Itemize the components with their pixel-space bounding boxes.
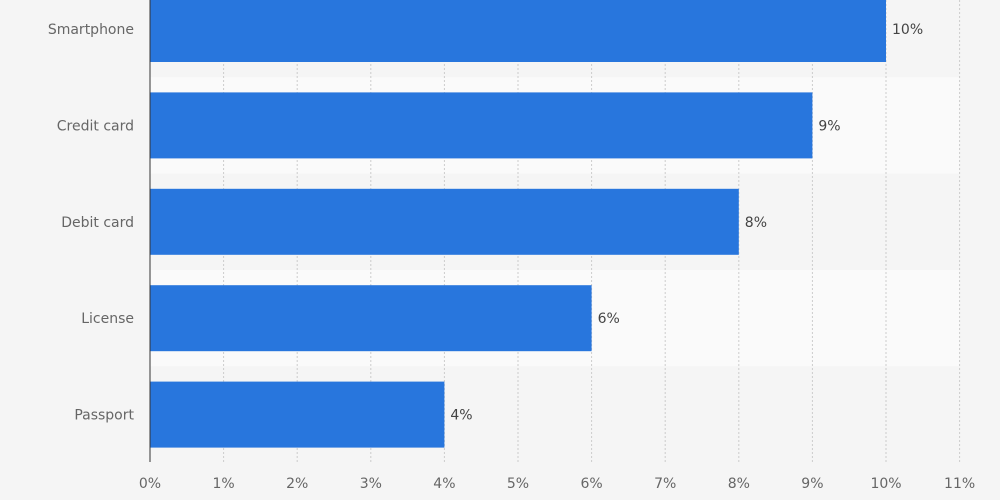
x-tick-label: 7% xyxy=(654,476,676,492)
category-label: Passport xyxy=(74,408,134,424)
bar xyxy=(150,92,813,159)
x-axis-tick-labels: 0% 1% 2% 3% 4% 5% 6% 7% 8% 9% 10% 11% xyxy=(139,476,975,492)
x-tick-label: 11% xyxy=(944,476,975,492)
data-label: 9% xyxy=(818,118,840,134)
x-tick-label: 5% xyxy=(507,476,529,492)
x-tick-label: 0% xyxy=(139,476,161,492)
category-label: Smartphone xyxy=(48,22,134,38)
data-label: 8% xyxy=(745,215,767,231)
x-tick-label: 10% xyxy=(870,476,901,492)
x-tick-label: 8% xyxy=(728,476,750,492)
bar xyxy=(150,0,886,62)
category-label: Credit card xyxy=(57,118,134,134)
data-label: 10% xyxy=(892,22,923,38)
bar xyxy=(150,381,445,448)
x-tick-label: 4% xyxy=(433,476,455,492)
category-labels: Smartphone Credit card Debit card License Pa… xyxy=(48,22,135,424)
data-label: 6% xyxy=(598,311,620,327)
bar xyxy=(150,285,592,352)
x-tick-label: 2% xyxy=(286,476,308,492)
x-tick-label: 3% xyxy=(360,476,382,492)
bars xyxy=(150,0,886,448)
category-label: Debit card xyxy=(61,215,134,231)
bar xyxy=(150,188,739,255)
category-label: License xyxy=(81,311,134,327)
data-labels: 10% 9% 8% 6% 4% xyxy=(450,22,923,424)
x-tick-label: 6% xyxy=(580,476,602,492)
data-label: 4% xyxy=(450,408,472,424)
x-tick-label: 9% xyxy=(801,476,823,492)
x-tick-label: 1% xyxy=(212,476,234,492)
